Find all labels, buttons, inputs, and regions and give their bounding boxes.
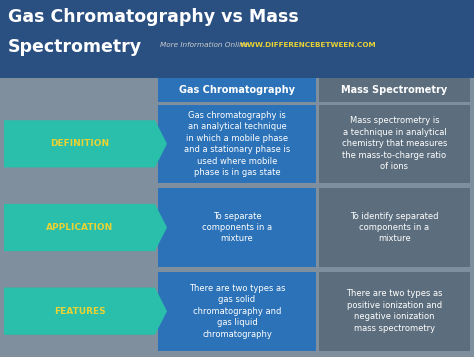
Text: APPLICATION: APPLICATION bbox=[46, 223, 113, 232]
Text: To identify separated
components in a
mixture: To identify separated components in a mi… bbox=[350, 212, 439, 243]
Text: Mass Spectrometry: Mass Spectrometry bbox=[341, 85, 447, 95]
Bar bbox=[158, 105, 316, 183]
Text: More Information Online: More Information Online bbox=[160, 42, 248, 48]
Polygon shape bbox=[4, 288, 167, 335]
Text: There are two types as
gas solid
chromatography and
gas liquid
chromatography: There are two types as gas solid chromat… bbox=[189, 284, 285, 338]
Bar bbox=[158, 78, 316, 102]
Text: WWW.DIFFERENCEBETWEEN.COM: WWW.DIFFERENCEBETWEEN.COM bbox=[240, 42, 377, 48]
Bar bbox=[158, 272, 316, 351]
Text: Gas Chromatography vs Mass: Gas Chromatography vs Mass bbox=[8, 8, 299, 26]
Bar bbox=[319, 105, 470, 183]
Text: Gas chromatography is
an analytical technique
in which a mobile phase
and a stat: Gas chromatography is an analytical tech… bbox=[184, 111, 290, 177]
Bar bbox=[319, 78, 470, 102]
Text: DEFINITION: DEFINITION bbox=[50, 139, 109, 148]
Bar bbox=[0, 0, 474, 78]
Text: Spectrometry: Spectrometry bbox=[8, 38, 142, 56]
Bar bbox=[319, 188, 470, 267]
Text: FEATURES: FEATURES bbox=[54, 307, 105, 316]
Text: There are two types as
positive ionization and
negative ionization
mass spectrom: There are two types as positive ionizati… bbox=[346, 290, 443, 333]
Text: Gas Chromatography: Gas Chromatography bbox=[179, 85, 295, 95]
Text: To separate
components in a
mixture: To separate components in a mixture bbox=[202, 212, 272, 243]
Polygon shape bbox=[4, 120, 167, 167]
Bar bbox=[319, 272, 470, 351]
Text: Mass spectrometry is
a technique in analytical
chemistry that measures
the mass-: Mass spectrometry is a technique in anal… bbox=[342, 116, 447, 171]
Bar bbox=[158, 188, 316, 267]
Polygon shape bbox=[4, 204, 167, 251]
